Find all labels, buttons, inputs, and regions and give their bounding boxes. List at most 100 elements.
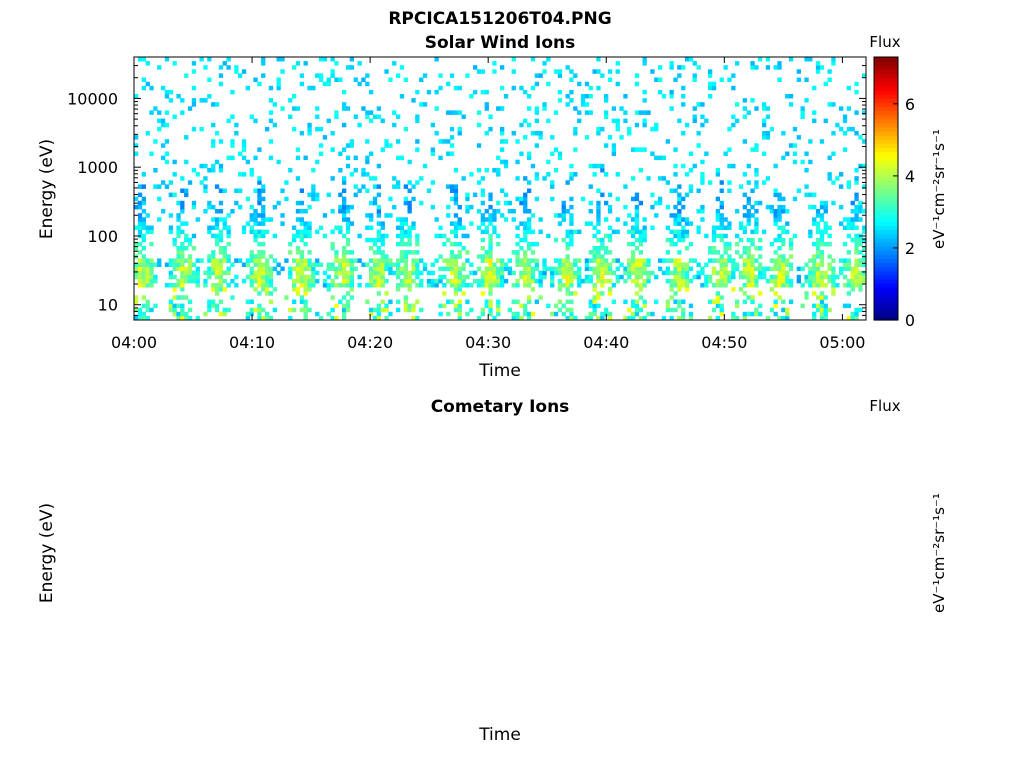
heatmap-cell xyxy=(265,283,270,288)
heatmap-cell xyxy=(380,221,385,226)
heatmap-cell xyxy=(746,266,751,272)
heatmap-cell xyxy=(345,299,351,304)
heatmap-cell xyxy=(476,122,482,128)
heatmap-cell xyxy=(719,295,724,300)
heatmap-cell xyxy=(823,204,828,210)
heatmap-cell xyxy=(488,254,493,259)
heatmap-cell xyxy=(480,217,485,222)
heatmap-cell xyxy=(480,311,485,317)
heatmap-cell xyxy=(642,270,647,276)
heatmap-cell xyxy=(403,77,408,82)
heatmap-cell xyxy=(145,283,150,288)
heatmap-cell xyxy=(746,200,751,206)
heatmap-cell xyxy=(268,283,274,288)
heatmap-cell xyxy=(561,266,566,272)
heatmap-cell xyxy=(369,151,374,156)
heatmap-cell xyxy=(634,192,640,198)
heatmap-cell xyxy=(157,110,162,115)
heatmap-cell xyxy=(453,184,459,189)
heatmap-cell xyxy=(299,209,304,214)
heatmap-cell xyxy=(276,200,281,206)
heatmap-cell xyxy=(573,106,578,111)
heatmap-cell xyxy=(457,221,462,226)
heatmap-cell xyxy=(292,237,297,243)
heatmap-cell xyxy=(592,250,597,255)
heatmap-cell xyxy=(345,143,351,148)
heatmap-cell xyxy=(338,283,343,288)
heatmap-cell xyxy=(415,258,420,263)
heatmap-cell xyxy=(530,131,536,136)
heatmap-cell xyxy=(511,69,516,74)
heatmap-cell xyxy=(596,266,601,272)
heatmap-cell xyxy=(403,266,408,272)
heatmap-cell xyxy=(261,221,266,226)
heatmap-cell xyxy=(141,85,146,91)
heatmap-cell xyxy=(788,246,794,251)
heatmap-cell xyxy=(719,283,724,288)
heatmap-cell xyxy=(307,258,312,263)
heatmap-cell xyxy=(588,94,593,99)
heatmap-cell xyxy=(677,270,682,276)
heatmap-cell xyxy=(750,65,755,70)
heatmap-cell xyxy=(384,315,389,321)
heatmap-cell xyxy=(804,57,809,62)
heatmap-cell xyxy=(372,262,378,267)
heatmap-cell xyxy=(141,278,146,284)
heatmap-cell xyxy=(665,303,670,309)
heatmap-cell xyxy=(515,250,520,255)
heatmap-cell xyxy=(527,283,532,288)
heatmap-cell xyxy=(854,209,859,214)
heatmap-cell xyxy=(727,188,732,193)
heatmap-cell xyxy=(384,143,389,148)
heatmap-cell xyxy=(172,192,177,198)
heatmap-cell xyxy=(819,233,825,239)
colorbar-swatch xyxy=(874,196,898,202)
heatmap-cell xyxy=(211,143,216,148)
heatmap-cell xyxy=(727,246,732,251)
heatmap-cell xyxy=(157,258,162,263)
heatmap-cell xyxy=(634,225,640,230)
heatmap-cell xyxy=(615,274,620,280)
heatmap-cell xyxy=(627,262,632,267)
heatmap-cell xyxy=(407,270,412,276)
heatmap-cell xyxy=(180,311,185,317)
heatmap-cell xyxy=(172,258,177,263)
heatmap-cell xyxy=(530,278,536,284)
heatmap-cell xyxy=(288,241,293,247)
heatmap-cell xyxy=(465,299,470,304)
heatmap-cell xyxy=(141,283,146,288)
heatmap-cell xyxy=(738,237,744,243)
heatmap-cell xyxy=(234,65,239,70)
heatmap-cell xyxy=(735,61,740,66)
heatmap-cell xyxy=(218,287,224,292)
heatmap-cell xyxy=(650,151,655,156)
heatmap-cell xyxy=(677,221,682,226)
heatmap-cell xyxy=(211,299,216,304)
heatmap-cell xyxy=(646,278,651,284)
heatmap-cell xyxy=(835,122,840,128)
heatmap-cell xyxy=(214,102,220,107)
heatmap-cell xyxy=(815,229,821,235)
heatmap-cell xyxy=(854,311,859,317)
heatmap-cell xyxy=(326,266,331,272)
heatmap-cell xyxy=(607,237,613,243)
heatmap-cell xyxy=(207,168,212,173)
heatmap-cell xyxy=(715,270,720,276)
heatmap-cell xyxy=(245,262,250,267)
heatmap-cell xyxy=(330,307,335,313)
heatmap-cell xyxy=(500,188,505,193)
heatmap-cell xyxy=(211,225,216,230)
heatmap-cell xyxy=(669,237,674,243)
heatmap-cell xyxy=(318,77,324,82)
heatmap-cell xyxy=(234,122,239,128)
heatmap-cell xyxy=(230,278,235,284)
heatmap-cell xyxy=(542,176,547,181)
heatmap-cell xyxy=(484,266,489,272)
heatmap-cell xyxy=(715,283,720,288)
heatmap-cell xyxy=(164,159,170,165)
heatmap-cell xyxy=(230,139,235,144)
heatmap-cell xyxy=(842,147,848,152)
heatmap-cell xyxy=(835,283,840,288)
heatmap-cell xyxy=(823,283,828,288)
heatmap-cell xyxy=(565,241,570,247)
